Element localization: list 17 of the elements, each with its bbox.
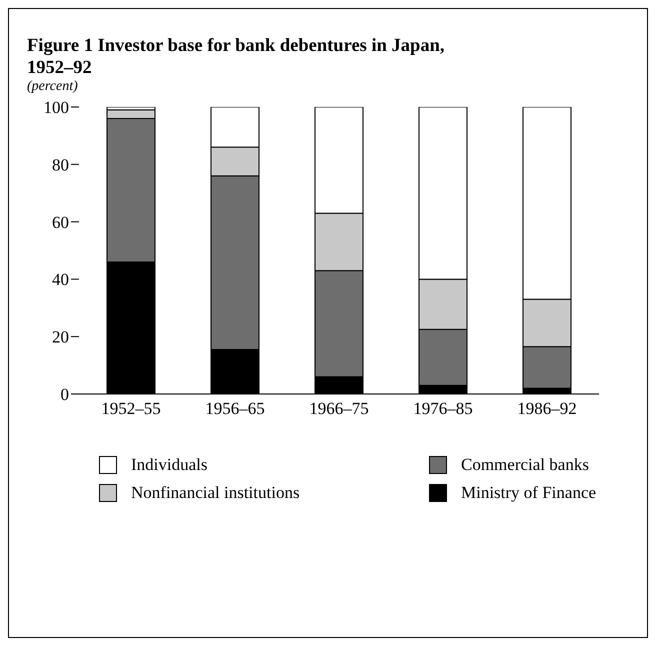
y-tick-label: 20 <box>52 328 69 347</box>
x-tick-label: 1966–75 <box>309 399 369 418</box>
y-tick-label: 40 <box>52 270 69 290</box>
x-tick-label: 1956–65 <box>205 399 265 418</box>
y-tick-label: 80 <box>52 155 69 174</box>
y-tick-label: 60 <box>52 212 69 232</box>
x-tick-label: 1976–85 <box>413 399 473 418</box>
legend-label: Nonfinancial institutions <box>131 483 300 503</box>
chart-subtitle: (percent) <box>27 79 79 95</box>
legend-label: Ministry of Finance <box>461 483 596 503</box>
legend-label: Individuals <box>131 455 208 475</box>
y-tick-label: 0 <box>60 385 69 404</box>
x-tick-label: 1952–55 <box>101 399 161 418</box>
legend-label: Commercial banks <box>461 455 589 475</box>
chart-title: Figure 1 Investor base for bank debentures in Japan, 1952–92 <box>27 35 446 79</box>
y-tick-label: 100 <box>44 98 69 118</box>
x-tick-label: 1986–92 <box>517 399 577 418</box>
